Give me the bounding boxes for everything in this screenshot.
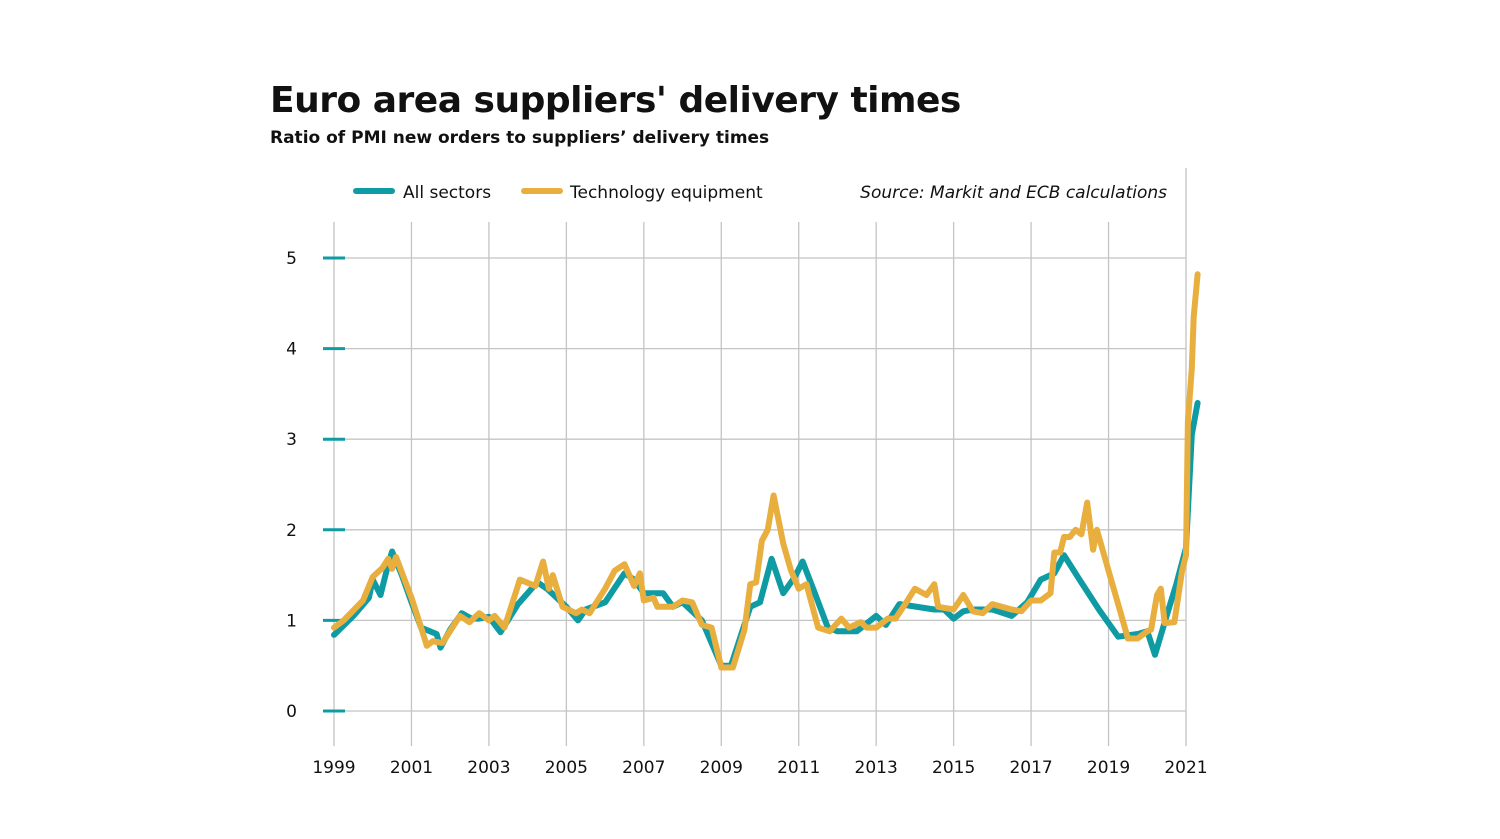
x-tick-label-2005: 2005 xyxy=(545,758,588,778)
x-tick-label-2003: 2003 xyxy=(467,758,510,778)
x-tick-label-2011: 2011 xyxy=(777,758,820,778)
y-tick-label-5: 5 xyxy=(286,249,297,269)
x-tick-label-2019: 2019 xyxy=(1087,758,1130,778)
chart-subtitle: Ratio of PMI new orders to suppliers’ de… xyxy=(270,128,770,148)
x-tick-label-2013: 2013 xyxy=(855,758,898,778)
y-axis: 0 1 2 3 4 5 xyxy=(286,249,345,722)
y-tick-label-1: 1 xyxy=(286,611,297,631)
x-tick-label-2009: 2009 xyxy=(700,758,743,778)
x-tick-label-2021: 2021 xyxy=(1164,758,1207,778)
x-tick-label-2007: 2007 xyxy=(622,758,665,778)
legend-label-technology-equipment: Technology equipment xyxy=(569,183,763,203)
y-tick-label-2: 2 xyxy=(286,521,297,541)
x-tick-label-1999: 1999 xyxy=(312,758,355,778)
y-tick-label-0: 0 xyxy=(286,702,297,722)
x-tick-label-2001: 2001 xyxy=(390,758,433,778)
x-axis: 1999 2001 2003 2005 2007 2009 2011 2013 2015 2017… xyxy=(312,758,1207,778)
x-tick-label-2017: 2017 xyxy=(1009,758,1052,778)
chart-title: Euro area suppliers' delivery times xyxy=(270,80,961,121)
y-tick-label-4: 4 xyxy=(286,340,297,360)
series-line-technology-equipment xyxy=(331,271,1201,671)
legend: All sectors Technology equipment xyxy=(353,183,763,203)
grid-layer xyxy=(325,168,1187,746)
plot-area xyxy=(331,271,1201,671)
legend-label-all-sectors: All sectors xyxy=(403,183,491,203)
y-tick-label-3: 3 xyxy=(286,430,297,450)
x-tick-label-2015: 2015 xyxy=(932,758,975,778)
source-note: Source: Markit and ECB calculations xyxy=(860,183,1167,203)
